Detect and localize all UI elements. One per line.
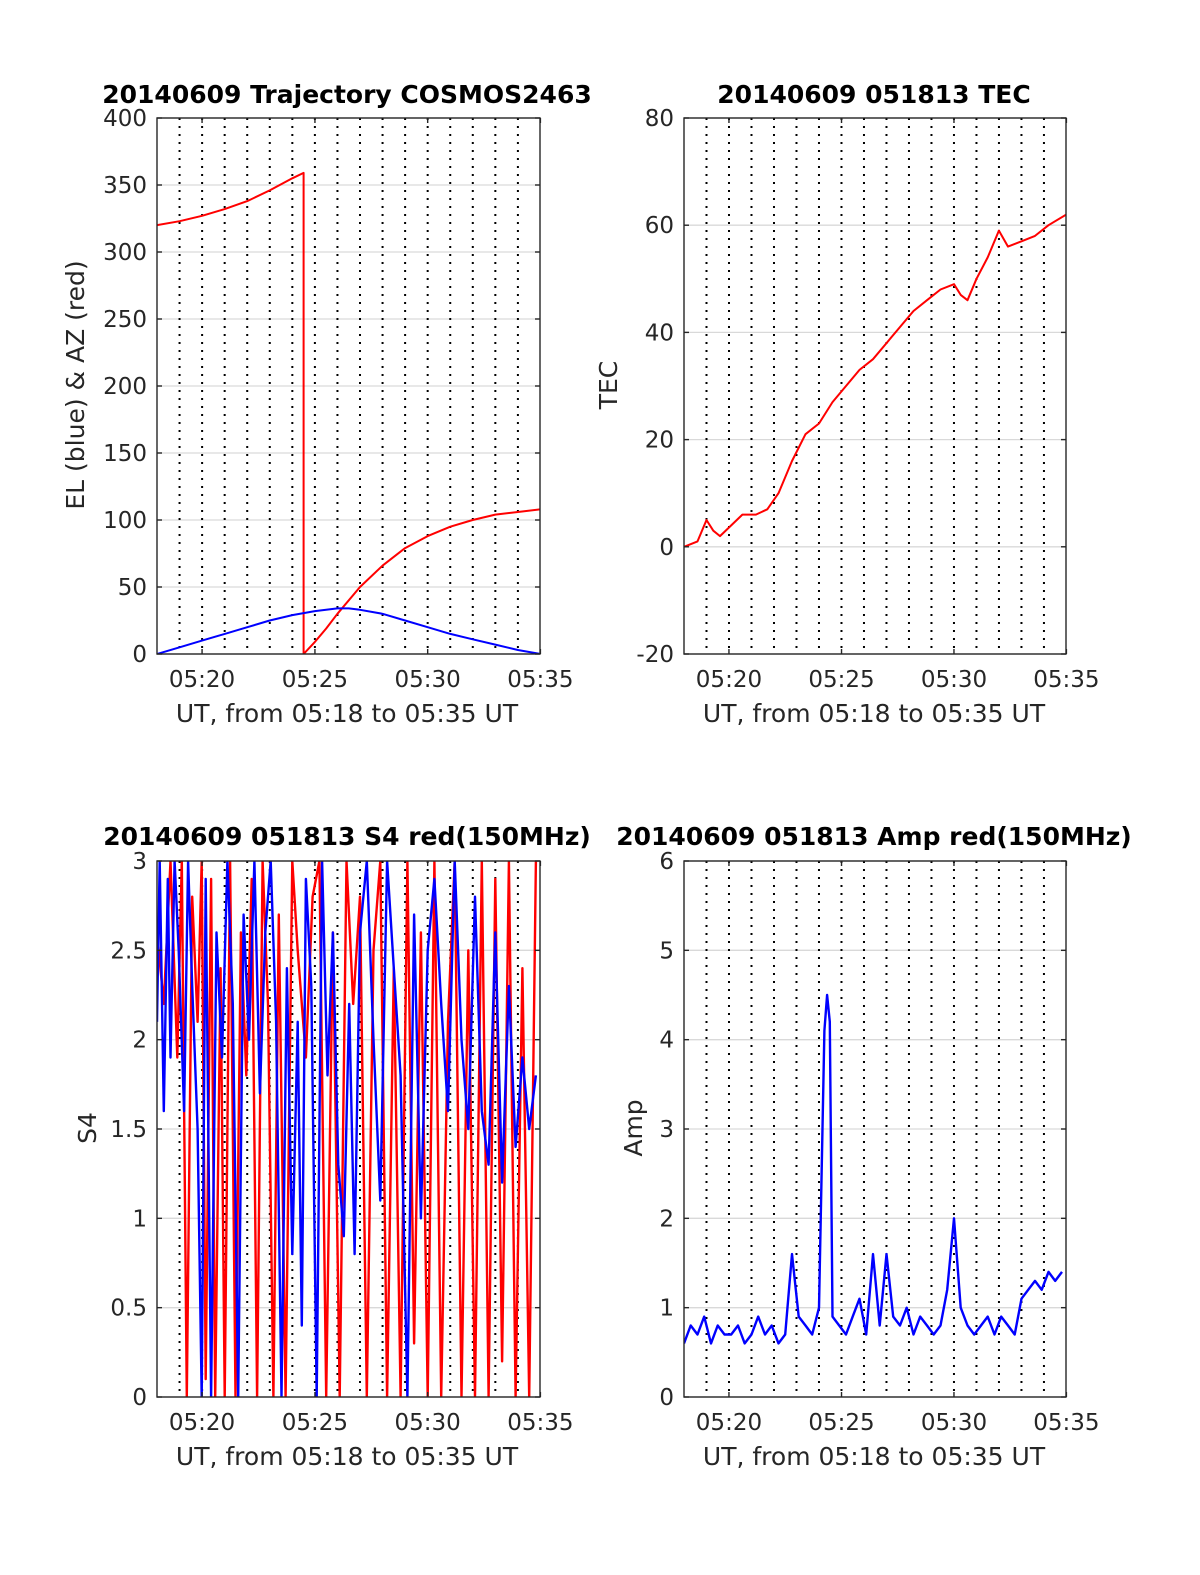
y-axis-label: TEC <box>594 361 623 411</box>
x-axis-label: UT, from 05:18 to 05:35 UT <box>703 699 1046 728</box>
x-tick-label: 05:20 <box>169 667 235 693</box>
y-tick-label: 2 <box>132 1028 147 1054</box>
panel-s4: 20140609 051813 S4 red(150MHz) UT, from … <box>73 822 591 1471</box>
series-line-blue <box>684 993 1063 1345</box>
x-tick-label: 05:25 <box>808 1410 874 1436</box>
y-tick-label: 20 <box>645 428 674 454</box>
x-axis-label: UT, from 05:18 to 05:35 UT <box>176 699 519 728</box>
x-tick-label: 05:25 <box>808 667 874 693</box>
series-line-red <box>157 171 540 654</box>
x-tick-label: 05:35 <box>507 667 573 693</box>
y-tick-label: 1 <box>659 1296 674 1322</box>
series-line-red <box>157 861 538 1397</box>
y-tick-label: 100 <box>103 508 147 534</box>
y-axis-label: Amp <box>619 1099 648 1156</box>
x-tick-label: 05:20 <box>169 1410 235 1436</box>
y-tick-label: 3 <box>132 849 147 875</box>
axes-frame <box>683 117 1067 655</box>
y-tick-label: 50 <box>118 575 147 601</box>
chart-title: 20140609 051813 TEC <box>717 80 1030 109</box>
panel-amp: 20140609 051813 Amp red(150MHz) UT, from… <box>616 822 1132 1471</box>
x-tick-label: 05:25 <box>282 1410 348 1436</box>
y-tick-label: 5 <box>659 938 674 964</box>
y-tick-label: 60 <box>645 213 674 239</box>
y-tick-label: 200 <box>103 374 147 400</box>
y-tick-label: 0 <box>659 1385 674 1411</box>
series-line-blue <box>157 861 538 1397</box>
x-tick-label: 05:30 <box>395 1410 461 1436</box>
y-tick-label: 40 <box>645 320 674 346</box>
chart-title: 20140609 051813 Amp red(150MHz) <box>616 822 1132 851</box>
y-axis-label: EL (blue) & AZ (red) <box>61 260 90 509</box>
y-tick-label: 250 <box>103 307 147 333</box>
series-line-blue <box>157 607 540 654</box>
y-tick-label: 3 <box>659 1117 674 1143</box>
x-tick-label: 05:35 <box>1033 1410 1099 1436</box>
y-tick-label: 2 <box>659 1206 674 1232</box>
x-axis-label: UT, from 05:18 to 05:35 UT <box>703 1442 1046 1471</box>
x-tick-label: 05:35 <box>1033 667 1099 693</box>
panel-tec: 20140609 051813 TEC UT, from 05:18 to 05… <box>594 80 1100 728</box>
x-tick-label: 05:30 <box>921 667 987 693</box>
y-tick-label: 150 <box>103 441 147 467</box>
y-tick-label: 6 <box>659 849 674 875</box>
x-tick-label: 05:30 <box>395 667 461 693</box>
y-tick-label: 350 <box>103 173 147 199</box>
y-tick-label: 1 <box>132 1206 147 1232</box>
x-tick-label: 05:20 <box>696 1410 762 1436</box>
y-tick-label: 0.5 <box>110 1296 147 1322</box>
y-tick-label: 0 <box>132 1385 147 1411</box>
y-tick-label: 4 <box>659 1028 674 1054</box>
y-tick-label: 400 <box>103 106 147 132</box>
series-line-red <box>684 213 1066 548</box>
x-axis-label: UT, from 05:18 to 05:35 UT <box>176 1442 519 1471</box>
chart-title: 20140609 Trajectory COSMOS2463 <box>102 80 592 109</box>
y-tick-label: 0 <box>132 642 147 668</box>
x-tick-label: 05:35 <box>507 1410 573 1436</box>
y-axis-label: S4 <box>73 1112 102 1144</box>
y-tick-label: 300 <box>103 240 147 266</box>
y-tick-label: 80 <box>645 106 674 132</box>
x-tick-label: 05:20 <box>696 667 762 693</box>
y-tick-label: 2.5 <box>110 938 147 964</box>
chart-title: 20140609 051813 S4 red(150MHz) <box>103 822 591 851</box>
x-tick-label: 05:30 <box>921 1410 987 1436</box>
x-tick-label: 05:25 <box>282 667 348 693</box>
y-tick-label: 0 <box>659 535 674 561</box>
panel-trajectory: 20140609 Trajectory COSMOS2463 UT, from … <box>61 80 592 728</box>
y-tick-label: 1.5 <box>110 1117 147 1143</box>
y-tick-label: -20 <box>636 642 674 668</box>
